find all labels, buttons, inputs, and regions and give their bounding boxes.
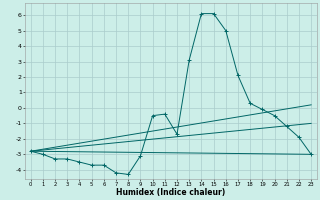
X-axis label: Humidex (Indice chaleur): Humidex (Indice chaleur): [116, 188, 226, 197]
